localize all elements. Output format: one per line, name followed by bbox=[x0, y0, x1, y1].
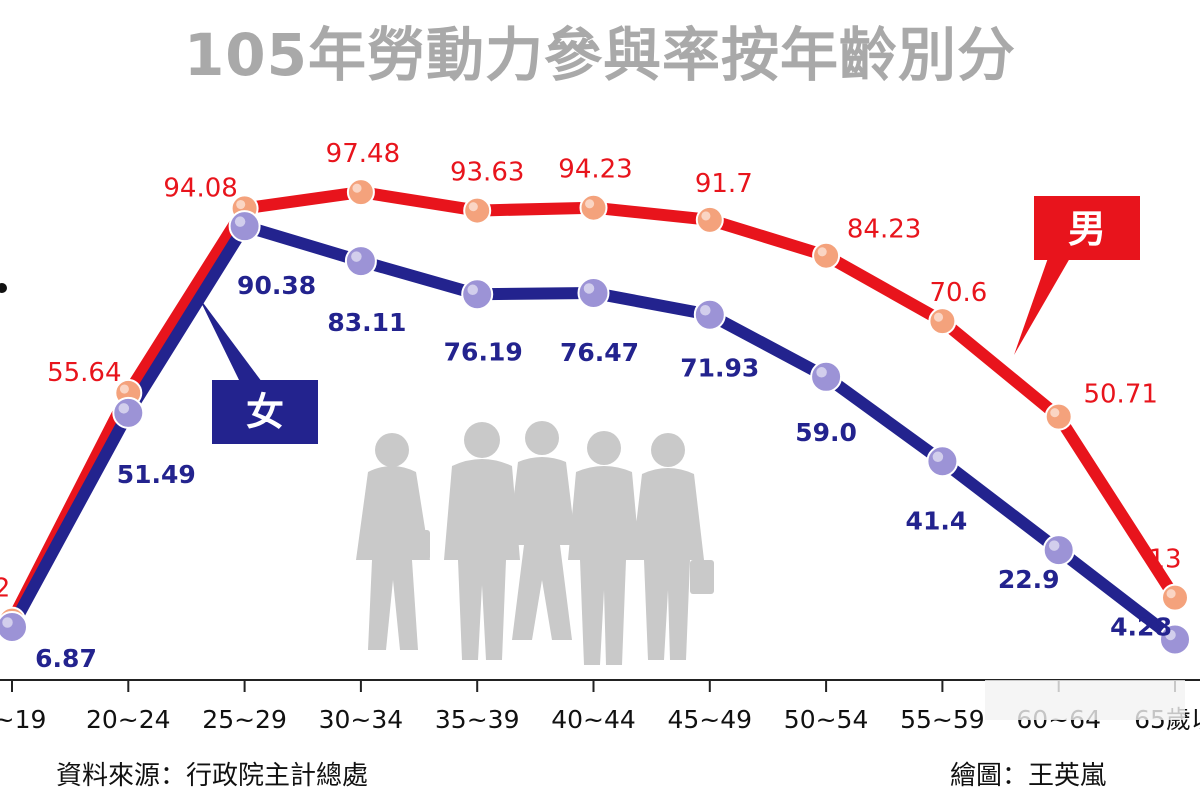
data-point bbox=[0, 611, 28, 644]
data-label: 71.93 bbox=[680, 354, 759, 383]
data-point bbox=[346, 178, 375, 207]
x-tick-label: 25~29 bbox=[202, 705, 287, 734]
data-label: 70.6 bbox=[929, 278, 987, 308]
data-point bbox=[463, 196, 492, 225]
data-label: 2 bbox=[0, 574, 10, 604]
data-label: 94.23 bbox=[558, 155, 632, 185]
data-label: 55.64 bbox=[47, 358, 121, 388]
x-tick-label: 55~59 bbox=[900, 705, 985, 734]
data-point bbox=[1042, 534, 1075, 567]
data-point bbox=[112, 396, 145, 429]
data-label: 94.08 bbox=[163, 173, 237, 203]
data-point bbox=[812, 241, 841, 270]
data-label: 84.23 bbox=[847, 215, 921, 245]
chart-title: 105年勞動力參與率按年齡別分 bbox=[183, 21, 1017, 89]
data-point bbox=[1159, 623, 1191, 656]
x-tick-label: 20~24 bbox=[86, 705, 171, 734]
data-point bbox=[928, 307, 957, 336]
x-tick-label: ~19 bbox=[0, 705, 46, 734]
x-tick-label: 40~44 bbox=[551, 705, 636, 734]
legend-callout-female: 女 bbox=[198, 296, 318, 444]
data-label: 50.71 bbox=[1083, 380, 1157, 410]
data-label: 6.87 bbox=[35, 644, 97, 673]
data-point bbox=[579, 193, 608, 222]
people-silhouette-image bbox=[356, 421, 714, 665]
data-point bbox=[810, 360, 843, 393]
data-label: 76.19 bbox=[444, 337, 523, 366]
data-point bbox=[695, 205, 724, 234]
data-point bbox=[1161, 583, 1189, 612]
watermark-logo bbox=[985, 680, 1185, 720]
data-label: 76.47 bbox=[560, 338, 639, 367]
credit-note: 繪圖：王英嵐 bbox=[950, 761, 1107, 791]
data-label: 83.11 bbox=[327, 308, 406, 337]
data-point bbox=[577, 276, 610, 309]
data-point bbox=[1044, 402, 1073, 431]
data-label: 13 bbox=[1148, 545, 1181, 575]
data-label: 97.48 bbox=[326, 139, 400, 169]
legend-label-female: 女 bbox=[246, 390, 284, 434]
data-label: 90.38 bbox=[237, 271, 316, 300]
source-note: 資料來源：行政院主計總處 bbox=[56, 761, 369, 791]
data-point bbox=[344, 245, 377, 278]
data-point bbox=[228, 210, 261, 243]
x-tick-label: 50~54 bbox=[784, 705, 869, 734]
data-label: 4.28 bbox=[1110, 612, 1172, 641]
data-point bbox=[461, 278, 494, 311]
edge-dot bbox=[0, 283, 7, 293]
data-label: 91.7 bbox=[695, 169, 753, 199]
legend-callout-male: 男 bbox=[1014, 196, 1140, 355]
x-tick-label: 35~39 bbox=[435, 705, 520, 734]
x-tick-label: 45~49 bbox=[668, 705, 753, 734]
legend-label-male: 男 bbox=[1068, 207, 1106, 251]
data-label: 93.63 bbox=[450, 158, 524, 188]
data-point bbox=[926, 445, 959, 478]
data-label: 41.4 bbox=[906, 506, 968, 535]
data-label: 59.0 bbox=[795, 418, 857, 447]
data-label: 51.49 bbox=[117, 460, 196, 489]
data-point bbox=[693, 298, 726, 331]
data-label: 22.9 bbox=[998, 565, 1060, 594]
x-tick-label: 30~34 bbox=[319, 705, 404, 734]
